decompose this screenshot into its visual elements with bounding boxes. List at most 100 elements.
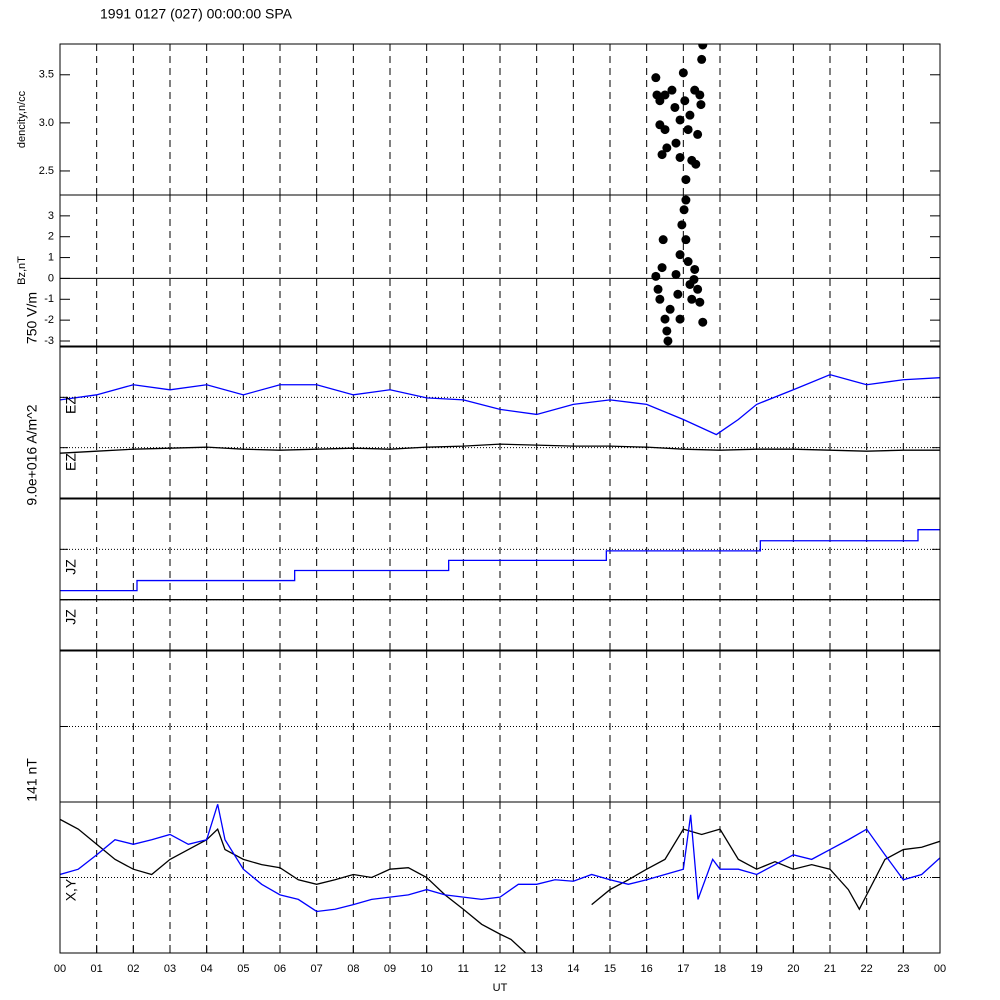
y-tick-label: 2.5 <box>39 165 54 177</box>
x-tick-label: 21 <box>824 963 836 975</box>
data-point <box>671 138 681 148</box>
x-tick-label: 09 <box>384 963 396 975</box>
data-point <box>685 110 695 120</box>
data-point <box>697 54 707 64</box>
y-tick-label: 3.5 <box>39 69 54 81</box>
x-tick-label: 05 <box>237 963 249 975</box>
data-point <box>662 143 672 153</box>
data-point <box>653 284 663 294</box>
data-point <box>693 284 703 294</box>
x-tick-label: 00 <box>934 963 946 975</box>
data-point <box>655 294 665 304</box>
series-label: JZ <box>63 609 79 625</box>
data-point <box>651 271 661 281</box>
data-point <box>663 336 673 346</box>
x-tick-label: 22 <box>861 963 873 975</box>
data-point <box>675 152 685 162</box>
unit-label: 750 V/m <box>24 292 40 344</box>
x-tick-label: 06 <box>274 963 286 975</box>
x-tick-label: 00 <box>54 963 66 975</box>
panel <box>60 499 940 650</box>
unit-label: 9.0e+016 A/m^2 <box>24 404 40 505</box>
y-axis-label: dencity,n/cc <box>16 90 28 148</box>
x-tick-label: 16 <box>641 963 653 975</box>
x-tick-label: 23 <box>897 963 909 975</box>
x-tick-label: 08 <box>347 963 359 975</box>
data-line <box>60 804 940 913</box>
data-line <box>60 443 940 454</box>
data-point <box>679 205 689 215</box>
x-tick-label: 07 <box>311 963 323 975</box>
x-tick-label: 12 <box>494 963 506 975</box>
data-point <box>690 264 700 274</box>
x-tick-label: 17 <box>677 963 689 975</box>
data-point <box>698 44 708 50</box>
data-point <box>671 269 681 279</box>
panel-frame <box>59 194 941 347</box>
data-point <box>658 235 668 245</box>
data-point <box>689 274 699 284</box>
data-point <box>683 125 693 135</box>
data-point <box>660 90 670 100</box>
data-point <box>657 150 667 160</box>
data-point <box>655 96 665 106</box>
x-tick-label: 19 <box>751 963 763 975</box>
data-point <box>698 317 708 327</box>
data-point <box>690 85 700 95</box>
data-point <box>662 326 672 336</box>
panel <box>60 802 940 953</box>
data-line <box>60 373 940 436</box>
y-tick-label: -2 <box>44 314 54 326</box>
data-point <box>691 159 701 169</box>
data-point <box>667 85 677 95</box>
x-tick-label: 15 <box>604 963 616 975</box>
data-point <box>670 102 680 112</box>
panel <box>60 195 940 346</box>
panel <box>60 44 940 195</box>
panel <box>60 347 940 498</box>
data-point <box>678 68 688 78</box>
data-point <box>695 297 705 307</box>
data-point <box>673 289 683 299</box>
x-tick-label: 20 <box>787 963 799 975</box>
y-tick-label: 0 <box>48 272 54 284</box>
series-label: EZ <box>63 396 79 414</box>
data-point <box>687 294 697 304</box>
x-tick-label: 13 <box>531 963 543 975</box>
y-tick-label: 3.0 <box>39 117 54 129</box>
chart-title: 1991 0127 (027) 00:00:00 SPA <box>100 6 293 22</box>
y-tick-label: -1 <box>44 293 54 305</box>
y-tick-label: 1 <box>48 251 54 263</box>
data-line <box>60 818 940 953</box>
data-point <box>660 125 670 135</box>
x-tick-label: 14 <box>567 963 579 975</box>
x-tick-label: 03 <box>164 963 176 975</box>
x-tick-label: 11 <box>458 963 469 975</box>
data-point <box>683 257 693 267</box>
data-point <box>681 175 691 185</box>
data-point <box>657 263 667 273</box>
x-tick-label: 04 <box>201 963 213 975</box>
x-axis-label: UT <box>493 982 508 994</box>
x-tick-label: 02 <box>127 963 139 975</box>
panel <box>60 651 940 802</box>
data-point <box>681 235 691 245</box>
panel-frame <box>59 346 941 499</box>
data-point <box>677 220 687 230</box>
data-point <box>675 250 685 260</box>
data-point <box>693 129 703 139</box>
series-label: JZ <box>63 559 79 575</box>
data-point <box>680 96 690 106</box>
data-point <box>675 314 685 324</box>
data-point <box>675 115 685 125</box>
data-line <box>60 529 940 592</box>
unit-label: 141 nT <box>24 758 40 802</box>
data-point <box>681 195 691 205</box>
series-label: EZ <box>63 453 79 471</box>
y-tick-label: 3 <box>48 210 54 222</box>
data-point <box>660 314 670 324</box>
x-tick-label: 01 <box>91 963 103 975</box>
y-axis-label: Bz,nT <box>16 256 28 285</box>
x-tick-label: 10 <box>421 963 433 975</box>
